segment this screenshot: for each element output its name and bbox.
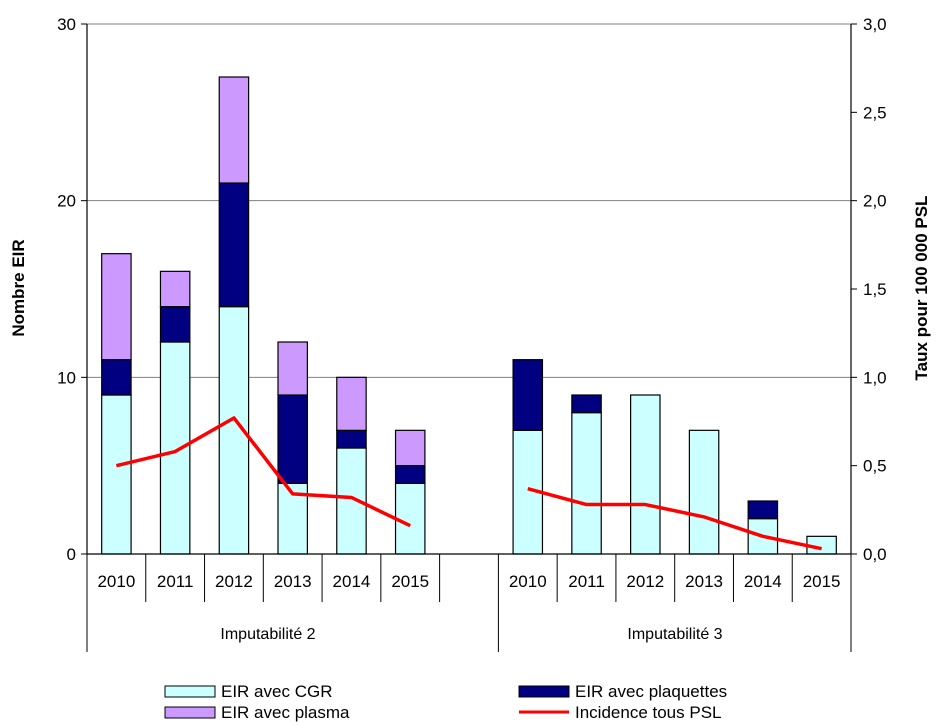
incidence-line-layer — [115, 416, 822, 551]
category-label: 2015 — [803, 572, 841, 591]
category-label: 2011 — [568, 572, 605, 591]
bar-segment — [218, 76, 250, 184]
bar-segment — [218, 182, 250, 308]
axes — [81, 23, 857, 652]
group-label-imputabilite-3: Imputabilité 3 — [627, 626, 722, 643]
bar-segment — [571, 394, 602, 414]
y-axis-right-tick-label: 0,0 — [863, 545, 887, 564]
bar-segment — [336, 429, 367, 449]
incidence-line — [115, 416, 411, 528]
y-axis-right-tick-label: 1,5 — [863, 280, 887, 299]
bar-segment — [747, 500, 779, 520]
y-axis-right-tick-label: 3,0 — [863, 15, 887, 34]
category-label: 2010 — [97, 572, 135, 591]
bar-segment — [277, 394, 308, 484]
incidence-line — [527, 486, 822, 551]
category-label: 2010 — [509, 572, 547, 591]
bar-segment — [688, 429, 720, 555]
bar-segment — [159, 306, 191, 343]
category-labels: 2010 2011 2012 2013 2014 2015 2010 2011 2012 2013… — [97, 572, 840, 591]
bar-segment — [101, 359, 132, 396]
bar-segment — [159, 270, 191, 308]
legend-swatch-plasma — [164, 706, 216, 719]
legend-label-plasma: EIR avec plasma — [221, 703, 350, 722]
left-axis-tick-labels: 0 10 20 30 — [57, 15, 76, 564]
y-axis-right-tick-label: 2,5 — [863, 103, 887, 122]
category-label: 2012 — [215, 572, 253, 591]
y-axis-left-title: Nombre EIR — [9, 239, 28, 336]
bar-segment — [277, 341, 308, 396]
y-axis-right-tick-label: 1,0 — [863, 368, 887, 387]
group-label-imputabilite-2: Imputabilité 2 — [220, 626, 315, 643]
y-axis-left-tick-label: 30 — [57, 15, 76, 34]
legend-label-cgr: EIR avec CGR — [221, 682, 332, 701]
legend-swatch-plaquettes — [518, 685, 570, 698]
category-label: 2011 — [157, 572, 194, 591]
bar-segment — [630, 394, 661, 555]
category-label: 2014 — [744, 572, 782, 591]
category-label: 2012 — [626, 572, 664, 591]
bar-segment — [101, 394, 132, 555]
y-axis-right-tick-label: 2,0 — [863, 192, 887, 211]
category-label: 2014 — [333, 572, 371, 591]
bar-segment — [394, 482, 426, 555]
category-label: 2013 — [274, 572, 312, 591]
bar-segment — [512, 359, 544, 431]
y-axis-right-title: Taux pour 100 000 PSL — [912, 196, 931, 381]
gridlines — [87, 23, 851, 378]
bar-segment — [336, 376, 367, 431]
y-axis-right-tick-label: 0,5 — [863, 457, 887, 476]
y-axis-left-tick-label: 20 — [57, 192, 76, 211]
bar-segment — [571, 412, 602, 555]
y-axis-left-tick-label: 0 — [67, 545, 76, 564]
bar-segment — [394, 465, 426, 484]
legend-swatch-cgr — [164, 685, 216, 698]
category-label: 2015 — [391, 572, 429, 591]
right-axis-tick-labels: 0,0 0,5 1,0 1,5 2,0 2,5 3,0 — [863, 15, 887, 564]
legend: EIR avec CGR EIR avec plaquettes EIR ave… — [164, 682, 727, 722]
category-label: 2013 — [685, 572, 723, 591]
bars — [101, 76, 837, 555]
y-axis-left-tick-label: 10 — [57, 368, 76, 387]
legend-label-plaquettes: EIR avec plaquettes — [575, 682, 727, 701]
bar-segment — [159, 341, 191, 555]
bar-segment — [101, 253, 132, 361]
legend-label-incidence: Incidence tous PSL — [575, 703, 721, 722]
bar-segment — [394, 429, 426, 467]
